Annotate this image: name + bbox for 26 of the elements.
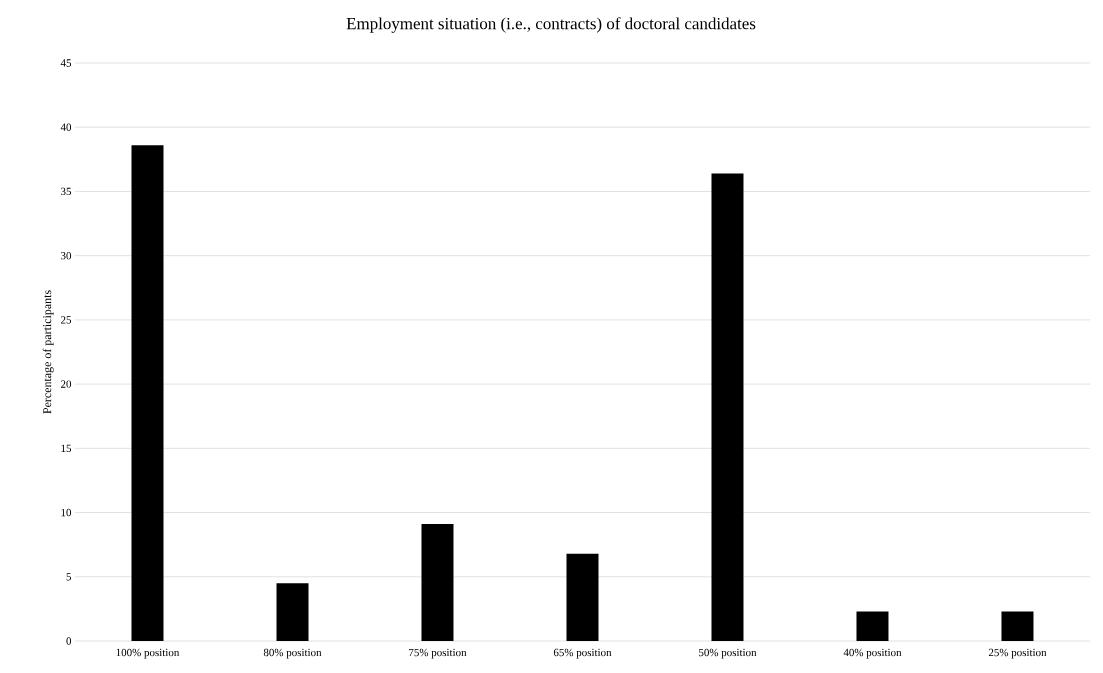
y-tick-label: 25	[61, 316, 72, 324]
y-tick-label: 10	[61, 508, 72, 517]
y-tick-label: 20	[61, 380, 72, 388]
y-tick-label: 30	[61, 251, 72, 260]
bar	[1001, 611, 1034, 641]
bar	[566, 553, 599, 641]
y-axis-title: Percentage of participants	[42, 290, 54, 414]
bar	[711, 173, 744, 641]
y-tick-label: 0	[66, 637, 72, 645]
y-tick-label: 35	[61, 187, 72, 196]
x-tick-label: 80% position	[263, 648, 322, 659]
y-tick-label: 40	[60, 123, 72, 131]
y-tick-label: 5	[66, 573, 72, 581]
bar	[276, 583, 309, 641]
bar	[131, 145, 164, 641]
y-tick-label: 45	[60, 59, 72, 67]
bar	[856, 611, 889, 641]
y-tick-label: 15	[61, 444, 72, 452]
x-tick-label: 40% position	[843, 648, 902, 659]
x-tick-label: 25% position	[988, 648, 1047, 659]
x-tick-label: 75% position	[409, 648, 467, 659]
chart-title: Employment situation (i.e., contracts) of doctoral candidates	[346, 17, 756, 33]
x-tick-label: 100% position	[116, 648, 180, 659]
x-tick-label: 65% position	[553, 648, 612, 659]
bar	[421, 524, 454, 641]
x-tick-label: 50% position	[699, 648, 757, 659]
